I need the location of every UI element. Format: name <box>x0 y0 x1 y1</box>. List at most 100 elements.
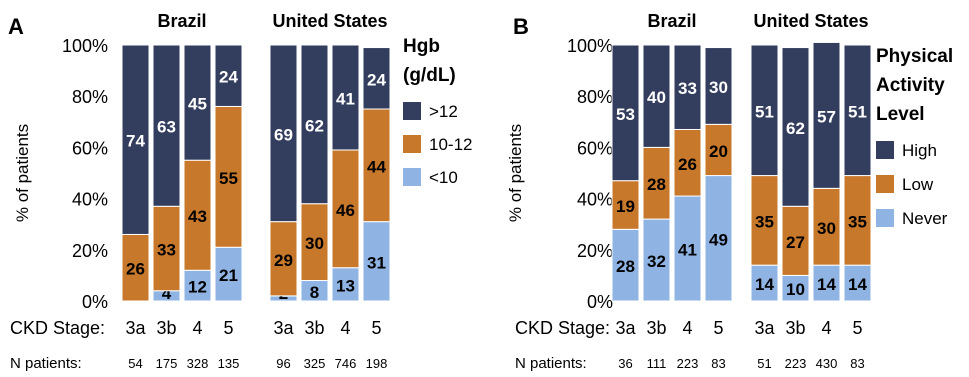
data-label: 69 <box>274 125 293 144</box>
legend-swatch <box>876 209 894 227</box>
x-tick-label: 5 <box>713 318 723 338</box>
data-label: 28 <box>616 257 635 276</box>
row-label-stage: CKD Stage: <box>10 318 105 338</box>
n-patients-value: 198 <box>366 356 388 371</box>
bar-segment <box>214 44 243 107</box>
bar-segment <box>843 175 872 266</box>
y-axis-label: % of patients <box>13 124 32 222</box>
x-tick-label: 5 <box>371 318 381 338</box>
y-tick-label: 100% <box>62 36 108 56</box>
group-label: United States <box>272 11 387 31</box>
data-label: 24 <box>367 70 386 89</box>
data-label: 30 <box>817 219 836 238</box>
y-tick-label: 60% <box>577 138 613 158</box>
n-patients-value: 83 <box>850 356 864 371</box>
bar-segment <box>183 159 212 271</box>
legend-title: Hgb (g/dL) <box>403 36 456 86</box>
n-patients-value: 111 <box>647 356 667 371</box>
bar-segment <box>269 44 298 223</box>
x-tick-label: 3a <box>615 318 636 338</box>
data-label: 12 <box>188 278 207 297</box>
data-label: 51 <box>848 102 867 121</box>
legend-swatch <box>403 168 421 186</box>
legend-item-label: High <box>902 141 937 160</box>
legend-swatch <box>403 135 421 153</box>
data-label: 8 <box>310 283 319 302</box>
n-patients-value: 746 <box>335 356 357 371</box>
bar-segment <box>673 195 702 302</box>
x-tick-label: 3a <box>754 318 775 338</box>
x-tick-label: 3a <box>125 318 146 338</box>
data-label: 55 <box>219 169 238 188</box>
data-label: 26 <box>126 260 145 279</box>
bar-segment <box>843 264 872 302</box>
x-tick-label: 5 <box>223 318 233 338</box>
data-label: 10 <box>786 280 805 299</box>
panel-a: A0%20%40%60%80%100%% of patientsBrazil02… <box>8 11 472 372</box>
data-label: 62 <box>786 119 805 138</box>
bar-segment <box>121 233 150 302</box>
data-label: 41 <box>678 241 697 260</box>
bar-segment <box>362 221 391 302</box>
data-label: 24 <box>219 68 238 87</box>
x-tick-label: 4 <box>682 318 692 338</box>
y-tick-label: 80% <box>577 87 613 107</box>
data-label: 31 <box>367 253 386 272</box>
y-tick-label: 20% <box>577 241 613 261</box>
n-patients-value: 223 <box>785 356 807 371</box>
data-label: 43 <box>188 207 207 226</box>
data-label: 44 <box>367 157 386 176</box>
y-tick-label: 0% <box>82 292 108 312</box>
x-tick-label: 4 <box>340 318 350 338</box>
data-label: 51 <box>755 102 774 121</box>
data-label: 49 <box>709 230 728 249</box>
y-tick-label: 80% <box>72 87 108 107</box>
data-label: 14 <box>755 275 774 294</box>
data-label: 35 <box>755 212 774 231</box>
x-tick-label: 5 <box>852 318 862 338</box>
bar-segment <box>642 44 671 148</box>
legend-item-label: >12 <box>429 102 458 121</box>
group-label: Brazil <box>647 11 696 31</box>
data-label: 32 <box>647 252 666 271</box>
n-patients-value: 36 <box>618 356 632 371</box>
n-patients-value: 175 <box>156 356 178 371</box>
bar-segment <box>121 44 150 235</box>
data-label: 57 <box>817 107 836 126</box>
bar-segment <box>642 146 671 220</box>
legend: Hgb (g/dL) >12 10-12 <10 <box>403 36 472 187</box>
n-patients-value: 430 <box>816 356 838 371</box>
data-label: 14 <box>817 275 836 294</box>
panel-b: B 0% 20% 40% 60% 80% 100% % of patients Brazil 28… <box>506 11 953 372</box>
y-tick-label: 60% <box>72 138 108 158</box>
row-label-stage: CKD Stage: <box>515 318 610 338</box>
x-tick-label: 3b <box>156 318 176 338</box>
bar-segment <box>750 264 779 302</box>
bar-segment <box>331 267 360 302</box>
y-tick-label: 40% <box>577 190 613 210</box>
data-label: 41 <box>336 89 355 108</box>
data-label: 29 <box>274 251 293 270</box>
x-tick-label: 3b <box>646 318 666 338</box>
x-tick-label: 4 <box>192 318 202 338</box>
data-label: 35 <box>848 212 867 231</box>
data-label: 30 <box>709 78 728 97</box>
n-patients-value: 328 <box>187 356 209 371</box>
group-label: Brazil <box>157 11 206 31</box>
n-patients-value: 135 <box>218 356 240 371</box>
row-label-n: N patients: <box>515 355 587 372</box>
data-label: 74 <box>126 132 145 151</box>
row-label-n: N patients: <box>10 355 82 372</box>
panel-letter: A <box>8 14 24 39</box>
data-label: 27 <box>786 233 805 252</box>
x-tick-label: 3b <box>304 318 324 338</box>
data-label: 40 <box>647 88 666 107</box>
bar-segment <box>152 44 181 207</box>
bar-segment <box>812 264 841 302</box>
legend-item-label: 10-12 <box>429 135 472 154</box>
x-tick-label: 4 <box>821 318 831 338</box>
bar-segment <box>750 175 779 266</box>
bar-segment <box>781 274 810 302</box>
bar-segment <box>331 149 360 269</box>
y-tick-label: 40% <box>72 190 108 210</box>
